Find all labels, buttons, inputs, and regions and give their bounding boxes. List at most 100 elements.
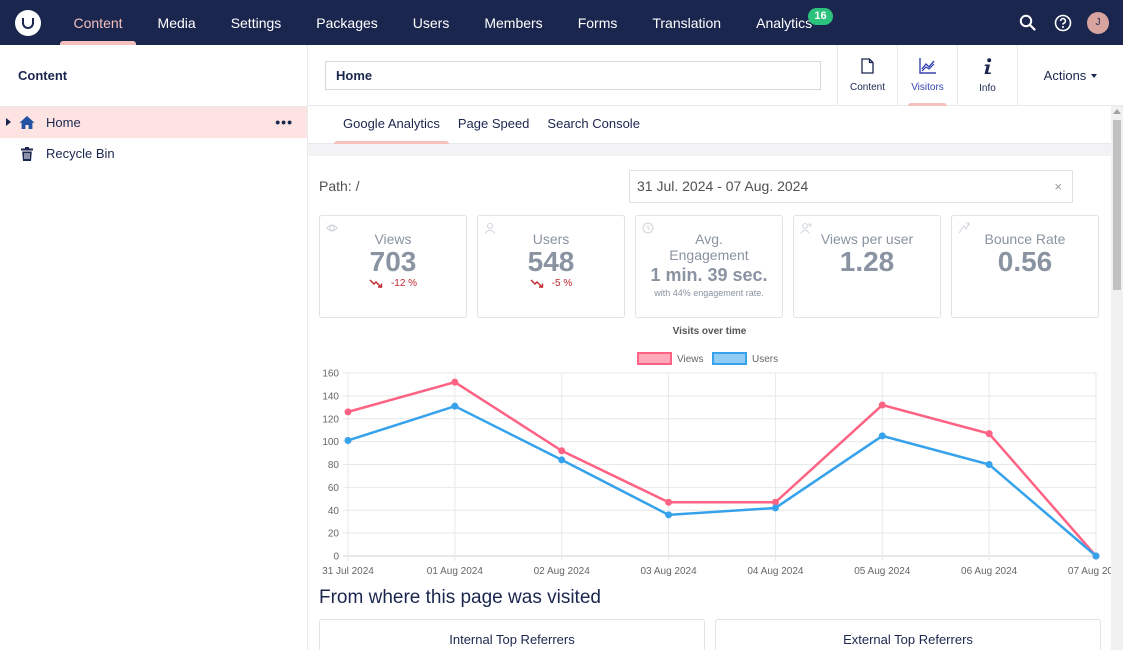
nav-analytics[interactable]: Analytics 16 — [739, 0, 833, 45]
umbraco-logo[interactable] — [0, 0, 56, 45]
data-point-users[interactable] — [665, 511, 673, 519]
internal-referrers-card: Internal Top Referrers — [319, 619, 705, 650]
nav-packages[interactable]: Packages — [299, 0, 395, 45]
data-point-views[interactable] — [878, 401, 886, 409]
nav-label: Analytics — [756, 14, 813, 31]
app-info-button[interactable]: Info — [957, 45, 1017, 106]
tab-google-analytics[interactable]: Google Analytics — [334, 106, 449, 144]
document-icon — [861, 58, 874, 77]
nav-label: Settings — [230, 14, 282, 31]
legend-swatch-views[interactable] — [637, 352, 672, 365]
clock-icon — [642, 222, 654, 234]
stat-delta: -12 % — [320, 278, 466, 289]
nav-label: Media — [157, 14, 196, 31]
tab-page-speed[interactable]: Page Speed — [457, 116, 530, 131]
eye-icon — [326, 224, 338, 232]
trash-icon — [18, 145, 36, 163]
external-referrers-card: External Top Referrers — [715, 619, 1101, 650]
nav-content[interactable]: Content — [56, 0, 140, 45]
tree-item-recycle-bin[interactable]: Recycle Bin — [0, 138, 307, 169]
nav-label: Forms — [577, 14, 618, 31]
x-tick-label: 04 Aug 2024 — [747, 566, 804, 576]
stat-card-users: Users 548 -5 % — [477, 215, 625, 318]
tree-item-home[interactable]: Home ••• — [0, 107, 307, 138]
trend-down-icon — [530, 279, 543, 288]
nav-label: Content — [73, 14, 123, 31]
visits-line-chart: 0 20 40 60 80 100 120 140 160 31 Jul 2024 01 Aug 2… — [322, 352, 1111, 576]
nav-translation[interactable]: Translation — [635, 0, 739, 45]
nav-members[interactable]: Members — [467, 0, 560, 45]
data-point-views[interactable] — [451, 378, 459, 386]
search-icon[interactable] — [1015, 11, 1039, 35]
data-point-views[interactable] — [771, 498, 779, 506]
expand-caret-icon[interactable] — [6, 118, 11, 126]
scroll-thumb[interactable] — [1113, 120, 1121, 290]
internal-referrers-title: Internal Top Referrers — [449, 632, 575, 647]
more-options-icon[interactable]: ••• — [275, 114, 293, 130]
data-point-users[interactable] — [771, 504, 779, 512]
clear-date-icon[interactable]: × — [1054, 179, 1062, 194]
app-content-button[interactable]: Content — [837, 45, 897, 106]
date-range-value: 31 Jul. 2024 - 07 Aug. 2024 — [637, 178, 809, 194]
divider-strip — [308, 144, 1111, 156]
tab-search-console[interactable]: Search Console — [547, 116, 640, 131]
legend-swatch-users[interactable] — [712, 352, 747, 365]
node-name-input[interactable] — [325, 61, 821, 90]
nav-label: Translation — [652, 14, 722, 31]
legend-label-users[interactable]: Users — [752, 354, 778, 365]
help-icon[interactable] — [1051, 11, 1075, 35]
data-point-users[interactable] — [558, 456, 566, 464]
data-point-users[interactable] — [1092, 552, 1100, 560]
content-scrollbar[interactable] — [1111, 106, 1123, 650]
actions-button[interactable]: Actions — [1017, 45, 1123, 106]
bounce-icon — [958, 222, 970, 234]
logo-icon — [15, 9, 41, 36]
data-point-users[interactable] — [878, 432, 886, 440]
data-point-views[interactable] — [985, 430, 993, 438]
stat-delta-value: -12 % — [390, 278, 418, 289]
x-tick-label: 01 Aug 2024 — [427, 566, 484, 576]
nav-users[interactable]: Users — [395, 0, 467, 45]
y-tick-label: 80 — [328, 460, 340, 471]
user-avatar[interactable]: J — [1087, 11, 1109, 34]
referrers-section-title: From where this page was visited — [319, 587, 601, 608]
app-visitors-label: Visitors — [911, 82, 944, 93]
sidebar-title: Content — [0, 45, 307, 107]
data-point-users[interactable] — [451, 402, 459, 410]
nav-label: Packages — [316, 14, 378, 31]
y-tick-label: 0 — [333, 552, 339, 563]
app-info-label: Info — [979, 82, 996, 94]
stat-title: Bounce Rate — [984, 231, 1066, 247]
y-tick-label: 140 — [322, 391, 339, 402]
stat-card-engagement: Avg. Engagement 1 min. 39 sec. with 44% … — [635, 215, 783, 318]
data-point-users[interactable] — [985, 461, 993, 468]
trend-down-icon — [369, 279, 383, 288]
x-tick-label: 06 Aug 2024 — [961, 566, 1018, 576]
data-point-users[interactable] — [344, 436, 352, 444]
app-visitors-button[interactable]: Visitors — [897, 45, 957, 106]
scroll-up-arrow-icon[interactable] — [1113, 109, 1121, 114]
data-point-views[interactable] — [344, 408, 352, 416]
stat-delta-value: -5 % — [551, 278, 573, 289]
stat-card-bounce-rate: Bounce Rate 0.56 — [951, 215, 1099, 318]
nav-forms[interactable]: Forms — [560, 0, 635, 45]
stat-value: 1 min. 39 sec. — [650, 265, 768, 285]
data-point-views[interactable] — [665, 498, 673, 506]
data-point-views[interactable] — [558, 447, 566, 455]
nav-media[interactable]: Media — [140, 0, 213, 45]
nav-settings[interactable]: Settings — [213, 0, 299, 45]
stat-title: Avg. Engagement — [669, 231, 749, 263]
external-referrers-title: External Top Referrers — [843, 632, 973, 647]
path-label: Path: / — [319, 178, 360, 194]
y-tick-label: 40 — [328, 506, 340, 517]
x-tick-label: 02 Aug 2024 — [534, 566, 591, 576]
user-plus-icon — [800, 223, 812, 234]
analytics-tabs: Google Analytics Page Speed Search Conso… — [308, 106, 1111, 144]
stat-value: 703 — [369, 246, 417, 277]
stat-note: with 44% engagement rate. — [654, 288, 764, 298]
date-range-picker[interactable]: 31 Jul. 2024 - 07 Aug. 2024 × — [629, 170, 1073, 203]
y-tick-label: 60 — [328, 483, 340, 494]
nav-label: Users — [412, 14, 450, 31]
user-icon — [484, 223, 496, 234]
legend-label-views[interactable]: Views — [677, 354, 704, 365]
